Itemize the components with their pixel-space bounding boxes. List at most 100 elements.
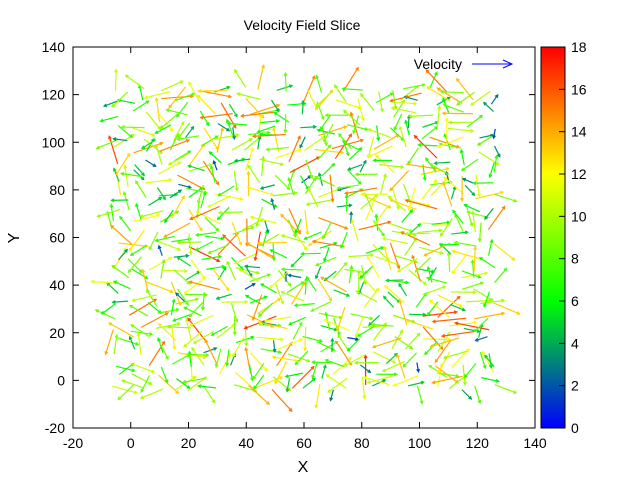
velocity-arrow [376, 373, 396, 376]
velocity-arrow [393, 188, 400, 209]
velocity-arrow [495, 268, 507, 282]
velocity-arrow [189, 209, 202, 230]
velocity-arrow [449, 121, 473, 124]
velocity-arrow [348, 339, 360, 351]
velocity-arrow [229, 104, 237, 116]
velocity-arrow [170, 134, 178, 150]
velocity-arrow [495, 385, 516, 394]
velocity-arrow [361, 94, 374, 110]
velocity-arrow [423, 122, 438, 128]
velocity-arrow [194, 331, 214, 343]
velocity-arrow [316, 266, 321, 278]
velocity-arrow [189, 281, 220, 290]
velocity-arrow [245, 284, 255, 290]
velocity-arrow [495, 146, 500, 157]
velocity-arrow [422, 180, 436, 199]
velocity-arrow [217, 294, 232, 299]
velocity-arrow [258, 65, 264, 89]
velocity-arrow [347, 125, 367, 131]
x-tick-label: 20 [181, 435, 197, 451]
velocity-arrow [97, 140, 117, 149]
velocity-arrow [196, 232, 216, 236]
velocity-arrow [301, 252, 320, 255]
velocity-arrow [305, 137, 325, 151]
velocity-arrow [260, 234, 279, 245]
velocity-arrow [281, 291, 303, 300]
velocity-arrow [201, 114, 233, 119]
velocity-arrow [249, 385, 269, 404]
velocity-arrow [174, 270, 190, 284]
velocity-arrow [384, 247, 391, 270]
velocity-arrow [403, 84, 425, 89]
velocity-arrow [360, 161, 366, 172]
velocity-arrow [220, 354, 231, 374]
velocity-arrow [336, 100, 361, 109]
velocity-arrow [213, 161, 217, 170]
velocity-arrow [272, 389, 292, 411]
velocity-arrow [217, 128, 223, 152]
velocity-arrow [118, 385, 133, 399]
colorbar-tick-label: 6 [571, 293, 579, 309]
velocity-arrow [219, 186, 235, 196]
velocity-arrow [341, 232, 348, 247]
velocity-arrow [228, 122, 247, 125]
y-tick-label: 80 [49, 182, 65, 198]
velocity-arrow [178, 184, 190, 188]
velocity-arrow [383, 237, 408, 243]
velocity-arrow [114, 281, 130, 289]
velocity-arrow [364, 288, 378, 307]
y-tick-label: 60 [49, 230, 65, 246]
velocity-arrow [261, 284, 276, 293]
velocity-arrow [448, 128, 473, 132]
velocity-arrow [348, 254, 373, 257]
velocity-arrow [395, 337, 413, 349]
velocity-arrow [286, 378, 289, 391]
x-tick-label: 0 [127, 435, 135, 451]
velocity-arrow [234, 171, 238, 191]
velocity-arrow [373, 338, 401, 348]
velocity-arrow [226, 349, 229, 365]
velocity-arrow [390, 171, 409, 191]
velocity-arrow [157, 241, 180, 250]
velocity-arrow [355, 361, 378, 364]
velocity-arrow [284, 114, 287, 132]
velocity-arrow [423, 286, 445, 295]
velocity-arrow [315, 177, 335, 186]
velocity-arrow [210, 166, 215, 182]
velocity-arrow [389, 196, 406, 211]
velocity-arrow [246, 219, 249, 246]
velocity-arrow [305, 278, 308, 294]
chart-title: Velocity Field Slice [244, 17, 361, 33]
velocity-arrow [464, 364, 476, 378]
velocity-arrow [227, 262, 236, 280]
velocity-arrow [277, 85, 292, 90]
y-tick-label: -20 [45, 420, 65, 436]
velocity-arrow [258, 136, 261, 149]
velocity-arrow [348, 170, 361, 183]
velocity-arrow [358, 99, 364, 121]
velocity-arrow [460, 150, 464, 165]
velocity-arrow [488, 207, 504, 230]
velocity-arrow [209, 245, 229, 254]
colorbar-tick-label: 4 [571, 335, 579, 351]
velocity-arrow [198, 385, 216, 388]
velocity-arrow [289, 317, 306, 325]
velocity-arrow [480, 352, 486, 368]
velocity-arrow [221, 300, 247, 303]
velocity-arrow [131, 245, 147, 255]
velocity-arrow [190, 144, 205, 165]
velocity-arrow [149, 342, 164, 366]
velocity-arrow [196, 241, 213, 250]
velocity-arrow [441, 218, 453, 235]
velocity-arrow [358, 327, 374, 336]
velocity-arrow [189, 234, 192, 255]
velocity-arrow [337, 204, 352, 207]
velocity-arrow [368, 257, 379, 278]
velocity-arrow [174, 151, 190, 160]
velocity-arrow [372, 323, 394, 326]
velocity-arrow [330, 175, 334, 202]
velocity-arrow [418, 229, 442, 232]
velocity-arrow [135, 165, 145, 176]
velocity-arrow [260, 120, 279, 123]
velocity-arrow [259, 303, 273, 316]
